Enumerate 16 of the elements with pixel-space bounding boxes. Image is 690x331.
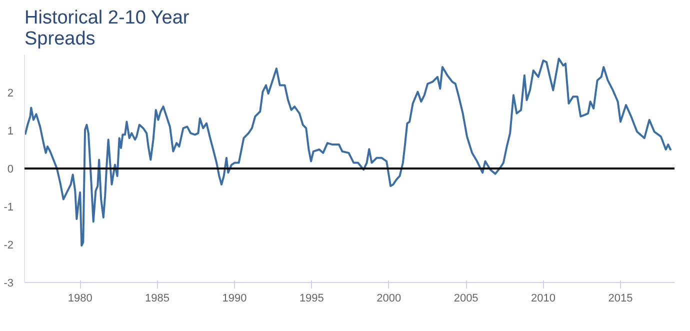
y-tick-label: 0 — [7, 164, 14, 176]
y-tick-label: -1 — [4, 202, 14, 214]
chart-title: Historical 2-10 Year Spreads — [24, 8, 190, 50]
y-tick-label: 2 — [7, 88, 14, 100]
x-tick-label: 2015 — [608, 292, 633, 304]
x-tick-label: 1990 — [222, 292, 247, 304]
x-tick-label: 2010 — [531, 292, 556, 304]
y-tick-label: -3 — [4, 278, 14, 290]
line-series — [24, 58, 672, 247]
y-tick-label: 1 — [7, 126, 14, 138]
x-tick-label: 2005 — [454, 292, 478, 304]
x-tick-label: 1980 — [68, 292, 92, 304]
x-tick-label: 2000 — [376, 292, 402, 304]
x-tick-label: 1995 — [299, 292, 324, 304]
x-tick-label: 1985 — [145, 292, 170, 304]
y-tick-label: -2 — [4, 240, 14, 252]
